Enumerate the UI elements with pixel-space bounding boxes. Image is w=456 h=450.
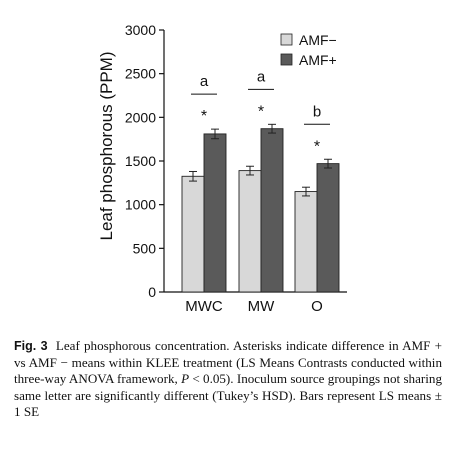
y-tick-label-3000: 3000 [125,22,156,38]
significance-asterisk-o: * [314,138,320,155]
group-letter-o: b [313,103,321,120]
x-category-label-mwc: MWC [185,298,223,315]
bar-o-amf-plus [316,163,340,293]
chart-axes: 0 500 1000 1500 2000 2500 3000 MWC MW O [125,22,347,315]
legend-label-amf-plus: AMF+ [299,52,337,68]
y-tick-label-1500: 1500 [125,153,156,169]
x-category-label-mw: MW [248,298,275,315]
caption-text-part-2: < 0.05). Inoculum source groupings not s… [14,371,442,419]
legend-label-amf-minus: AMF− [299,32,337,48]
bar-o-amf-minus [294,191,318,293]
y-tick-label-2000: 2000 [125,109,156,125]
y-tick-label-1000: 1000 [125,197,156,213]
bar-mw-amf-plus [260,128,284,293]
bar-chart: 0 500 1000 1500 2000 2500 3000 MWC MW O * a * a * b Le… [97,22,347,315]
chart-bars [181,123,340,293]
figure-label: Fig. 3 [14,339,48,353]
caption-p-symbol: P [181,371,190,386]
significance-asterisk-mwc: * [201,108,207,125]
significance-asterisk-mw: * [258,103,264,120]
chart-legend: AMF− AMF+ [280,32,337,68]
group-letter-mwc: a [200,73,209,90]
y-tick-label-500: 500 [133,240,157,256]
caption-text-part-1: Leaf phosphorous concentration. Asterisk… [14,338,442,386]
figure-caption: Fig. 3 Leaf phosphorous concentration. A… [14,338,442,421]
bar-mwc-amf-plus [203,133,227,293]
legend-swatch-amf-minus [280,33,293,46]
y-axis-label: Leaf phosphorous (PPM) [97,52,116,241]
bar-mwc-amf-minus [181,175,205,293]
x-category-label-o: O [311,298,323,315]
y-tick-label-2500: 2500 [125,66,156,82]
group-letter-mw: a [257,68,266,85]
y-tick-label-0: 0 [148,284,156,300]
bar-mw-amf-minus [238,170,262,293]
chart-annotations: * a * a * b [191,68,330,155]
legend-swatch-amf-plus [280,53,293,66]
